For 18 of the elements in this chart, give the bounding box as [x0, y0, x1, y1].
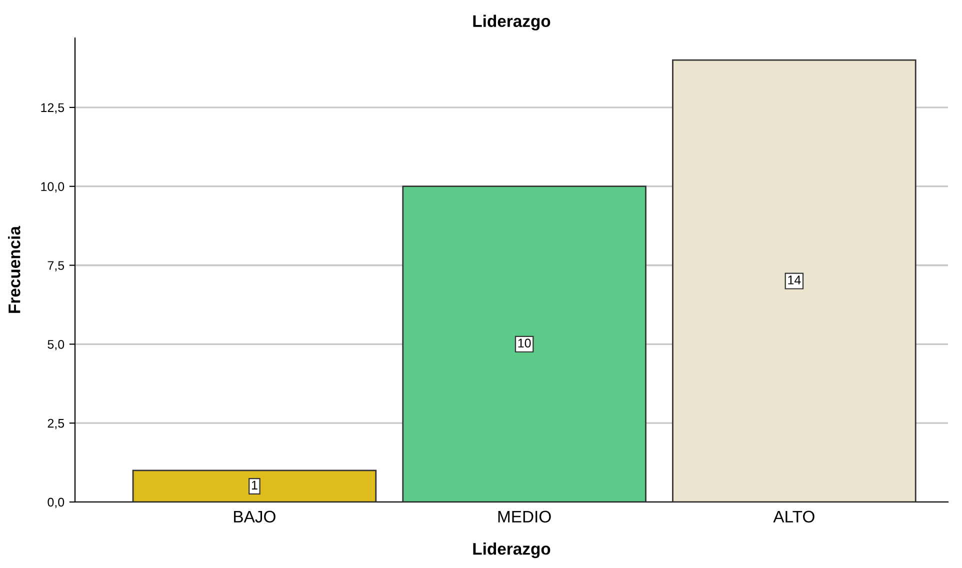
- x-axis-title: Liderazgo: [473, 542, 550, 558]
- x-tick-label: MEDIO: [498, 510, 551, 523]
- bar: [402, 186, 646, 502]
- y-tick-label: 7,5: [48, 261, 64, 272]
- x-tick-label: BAJO: [234, 510, 276, 523]
- data-label: 10: [518, 338, 531, 348]
- y-tick-label: 5,0: [48, 340, 64, 350]
- y-tick-label: 10,0: [41, 182, 64, 192]
- y-tick-label: 2,5: [48, 418, 64, 430]
- bar: [672, 59, 916, 502]
- y-tick-label: 12,5: [41, 103, 64, 114]
- chart-title: Liderazgo: [473, 14, 550, 30]
- data-label: 14: [788, 276, 801, 284]
- x-tick-label: ALTO: [773, 510, 814, 523]
- y-axis-title: Frecuencia: [8, 226, 20, 313]
- y-tick-label: 0,0: [48, 498, 64, 508]
- data-label: 1: [252, 480, 258, 490]
- bar: [132, 470, 377, 502]
